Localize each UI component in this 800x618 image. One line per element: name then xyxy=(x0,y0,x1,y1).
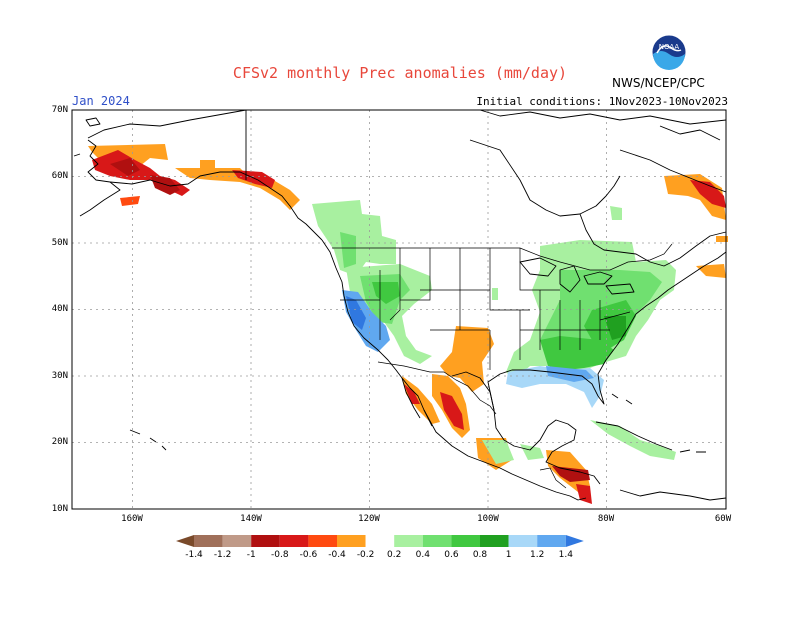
legend-label: -1.2 xyxy=(214,550,232,560)
legend-label: -0.8 xyxy=(271,550,289,560)
color-legend: -1.4 -1.2 -1 -0.8 -0.6 -0.4 -0.2 0.2 0.4 0.6 0.8 1 1… xyxy=(176,535,584,560)
lon-label: 80W xyxy=(597,514,615,524)
legend-label: 0.2 xyxy=(387,550,401,560)
coastlines xyxy=(73,109,727,501)
legend-swatch xyxy=(422,535,452,547)
lon-label: 120W xyxy=(358,514,380,524)
legend-swatch xyxy=(222,535,252,547)
legend-label: -0.4 xyxy=(328,550,346,560)
legend-label: 1.2 xyxy=(530,550,544,560)
legend-label: 1.4 xyxy=(559,550,574,560)
agency-label: NWS/NCEP/CPC xyxy=(612,76,705,90)
legend-swatch xyxy=(451,535,480,547)
lon-label: 60W xyxy=(714,514,732,524)
map-frame xyxy=(71,109,727,510)
legend-arrow-right xyxy=(565,535,584,547)
anomaly-shading xyxy=(88,144,728,504)
legend-label: 0.8 xyxy=(473,550,488,560)
initial-conditions: Initial conditions: 1Nov2023-10Nov2023 xyxy=(476,95,728,108)
lat-label: 40N xyxy=(51,304,68,314)
lon-label: 100W xyxy=(477,514,499,524)
lat-label: 30N xyxy=(51,371,68,381)
lat-label: 10N xyxy=(51,504,68,514)
lat-label: 70N xyxy=(51,105,68,115)
legend-label: -1 xyxy=(247,550,256,560)
legend-label: 0.6 xyxy=(444,550,459,560)
legend-swatch xyxy=(394,535,423,547)
map-title: CFSv2 monthly Prec anomalies (mm/day) xyxy=(232,64,568,82)
lat-label: 60N xyxy=(51,171,68,181)
legend-label: -1.4 xyxy=(185,550,203,560)
logo-text: NOAA xyxy=(659,43,680,51)
legend-label: 0.4 xyxy=(416,550,431,560)
valid-month: Jan 2024 xyxy=(72,94,130,108)
noaa-logo: NOAA xyxy=(651,34,687,70)
lat-label: 50N xyxy=(51,238,68,248)
legend-swatch xyxy=(480,535,509,547)
legend-swatch xyxy=(508,535,538,547)
legend-swatch xyxy=(308,535,337,547)
legend-swatch xyxy=(251,535,280,547)
lon-label: 160W xyxy=(121,514,143,524)
legend-label: 1 xyxy=(506,550,512,560)
lat-label: 20N xyxy=(51,437,68,447)
lon-label: 140W xyxy=(240,514,262,524)
legend-swatch xyxy=(365,535,395,547)
legend-label: -0.2 xyxy=(357,550,375,560)
legend-swatch xyxy=(537,535,566,547)
legend-swatch xyxy=(337,535,366,547)
legend-swatch xyxy=(279,535,309,547)
legend-arrow-left xyxy=(176,535,194,547)
legend-swatch xyxy=(194,535,223,547)
political-borders xyxy=(332,243,673,489)
legend-label: -0.6 xyxy=(300,550,318,560)
